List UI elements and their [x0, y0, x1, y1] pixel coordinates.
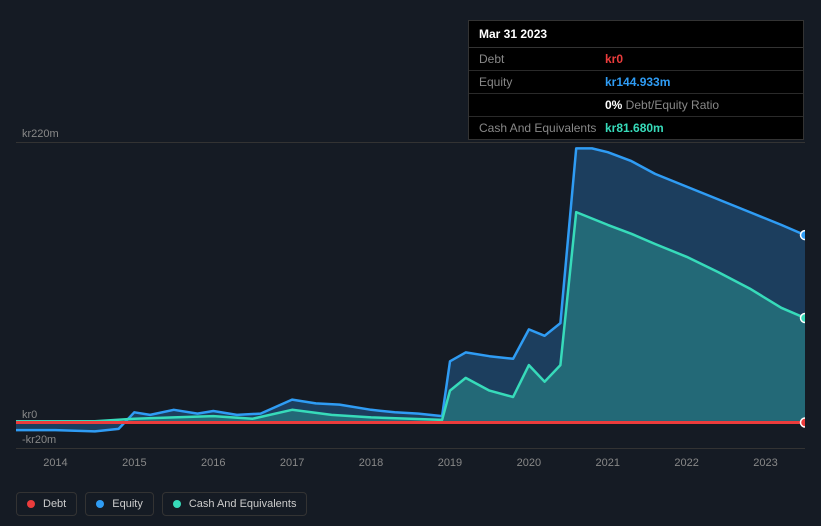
tooltip-label: Debt: [479, 52, 605, 66]
tooltip-date: Mar 31 2023: [469, 21, 803, 48]
legend-item-debt[interactable]: Debt: [16, 492, 77, 516]
x-axis-label: 2019: [438, 457, 462, 469]
legend-dot: [27, 500, 35, 508]
legend-item-equity[interactable]: Equity: [85, 492, 154, 516]
plot-top-border: [16, 142, 805, 143]
area-chart-svg: [16, 120, 805, 460]
x-axis-label: 2021: [596, 457, 620, 469]
y-axis-label: -kr20m: [22, 434, 56, 446]
tooltip-value: 0%: [605, 98, 622, 112]
legend-item-cash[interactable]: Cash And Equivalents: [162, 492, 308, 516]
x-axis-label: 2017: [280, 457, 304, 469]
x-axis-label: 2015: [122, 457, 146, 469]
chart-tooltip: Mar 31 2023 Debt kr0 Equity kr144.933m 0…: [468, 20, 804, 140]
x-axis-label: 2018: [359, 457, 383, 469]
tooltip-row-debt: Debt kr0: [469, 48, 803, 71]
tooltip-label: Equity: [479, 75, 605, 89]
x-axis-label: 2023: [753, 457, 777, 469]
tooltip-row-cash: Cash And Equivalents kr81.680m: [469, 117, 803, 139]
tooltip-suffix: Debt/Equity Ratio: [622, 98, 719, 112]
legend-label: Cash And Equivalents: [189, 498, 297, 510]
x-axis-label: 2014: [43, 457, 67, 469]
x-axis-label: 2020: [517, 457, 541, 469]
y-axis-label: kr220m: [22, 128, 59, 140]
tooltip-label: [479, 98, 605, 112]
tooltip-value: kr81.680m: [605, 121, 664, 135]
tooltip-row-equity: Equity kr144.933m: [469, 71, 803, 94]
x-axis-label: 2016: [201, 457, 225, 469]
legend-dot: [96, 500, 104, 508]
chart-legend: Debt Equity Cash And Equivalents: [16, 492, 307, 516]
tooltip-value: kr0: [605, 52, 623, 66]
legend-label: Equity: [112, 498, 143, 510]
legend-label: Debt: [43, 498, 66, 510]
legend-dot: [173, 500, 181, 508]
y-axis-label: kr0: [22, 409, 37, 421]
tooltip-value: kr144.933m: [605, 75, 670, 89]
chart-area[interactable]: kr220m kr0 -kr20m 201420152016201720182019…: [16, 120, 805, 460]
x-axis-label: 2022: [674, 457, 698, 469]
x-axis: 2014201520162017201820192020202120222023: [16, 448, 805, 449]
tooltip-row-ratio: 0% Debt/Equity Ratio: [469, 94, 803, 117]
tooltip-label: Cash And Equivalents: [479, 121, 605, 135]
